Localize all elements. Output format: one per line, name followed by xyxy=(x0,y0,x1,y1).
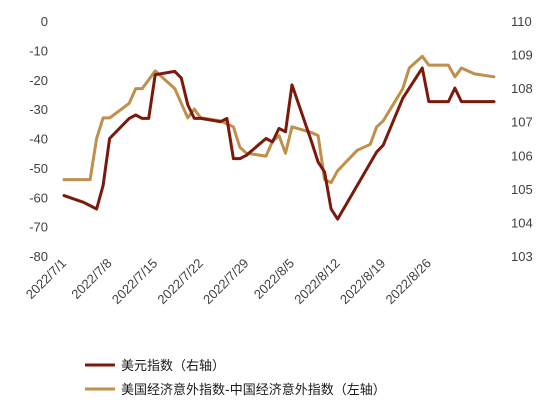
x-tick-label: 2022/8/26 xyxy=(382,256,434,308)
left-tick-label: -30 xyxy=(29,102,48,117)
right-tick-label: 104 xyxy=(511,215,533,230)
right-tick-label: 105 xyxy=(511,182,533,197)
right-tick-label: 108 xyxy=(511,81,533,96)
right-tick-label: 110 xyxy=(511,14,532,29)
right-axis: 110 109 108 107 106 105 104 103 xyxy=(511,14,533,264)
right-tick-label: 107 xyxy=(511,115,533,130)
legend-label-surprise-spread: 美国经济意外指数-中国经济意外指数（左轴） xyxy=(121,382,386,398)
left-tick-label: -80 xyxy=(29,249,48,264)
right-tick-label: 103 xyxy=(511,249,533,264)
left-tick-label: -50 xyxy=(29,161,48,176)
x-tick-label: 2022/7/29 xyxy=(200,256,252,308)
series-line-usd-index xyxy=(62,66,496,221)
x-tick-label: 2022/8/19 xyxy=(337,256,389,308)
x-axis: 2022/7/1 2022/7/82022/7/152022/7/222022/7… xyxy=(23,256,434,308)
x-tick-label: 2022/7/8 xyxy=(68,256,114,302)
left-tick-label: -70 xyxy=(29,220,48,235)
right-tick-label: 106 xyxy=(511,148,533,163)
legend-label-usd-index: 美元指数（右轴） xyxy=(121,359,225,374)
left-tick-label: 0 xyxy=(41,14,48,29)
x-tick-label: 2022/7/22 xyxy=(154,256,206,308)
x-tick-label: 2022/8/5 xyxy=(251,256,297,302)
plot-area xyxy=(62,54,496,221)
x-tick-label: 2022/7/15 xyxy=(109,256,161,308)
left-axis: 0 -10 -20 -30 -40 -50 -60 -70 -80 xyxy=(29,14,48,264)
x-tick-label: 2022/8/12 xyxy=(291,256,343,308)
left-tick-label: -20 xyxy=(29,73,48,88)
legend: 美元指数（右轴） 美国经济意外指数-中国经济意外指数（左轴） xyxy=(85,359,386,398)
right-tick-label: 109 xyxy=(511,48,533,63)
left-tick-label: -60 xyxy=(29,190,48,205)
left-tick-label: -40 xyxy=(29,132,48,147)
left-tick-label: -10 xyxy=(29,43,48,58)
